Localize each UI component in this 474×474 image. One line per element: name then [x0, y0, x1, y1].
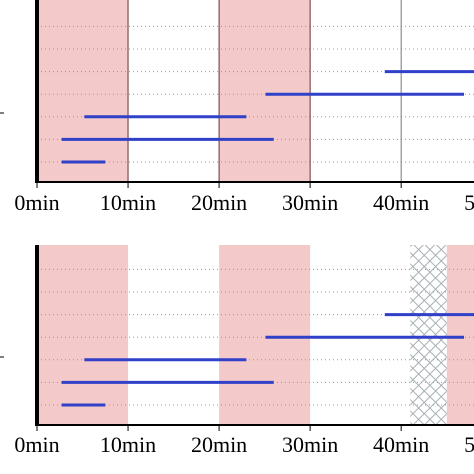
x-tick-label: 30min [282, 432, 338, 457]
shaded-region [37, 0, 129, 182]
shaded-region [219, 0, 311, 182]
x-tick-label: 30min [282, 190, 338, 215]
x-tick-label: 10min [100, 190, 156, 215]
x-tick-label: 0min [14, 190, 59, 215]
shaded-region [37, 245, 129, 425]
x-tick-label: 0min [14, 432, 59, 457]
shaded-region [446, 245, 474, 425]
x-tick-label: 40min [373, 190, 429, 215]
shaded-region [219, 245, 311, 425]
hatched-region [410, 245, 447, 425]
x-tick-label: 20min [191, 190, 247, 215]
x-tick-label: 40min [373, 432, 429, 457]
x-tick-label: 20min [191, 432, 247, 457]
x-tick-label: 10min [100, 432, 156, 457]
